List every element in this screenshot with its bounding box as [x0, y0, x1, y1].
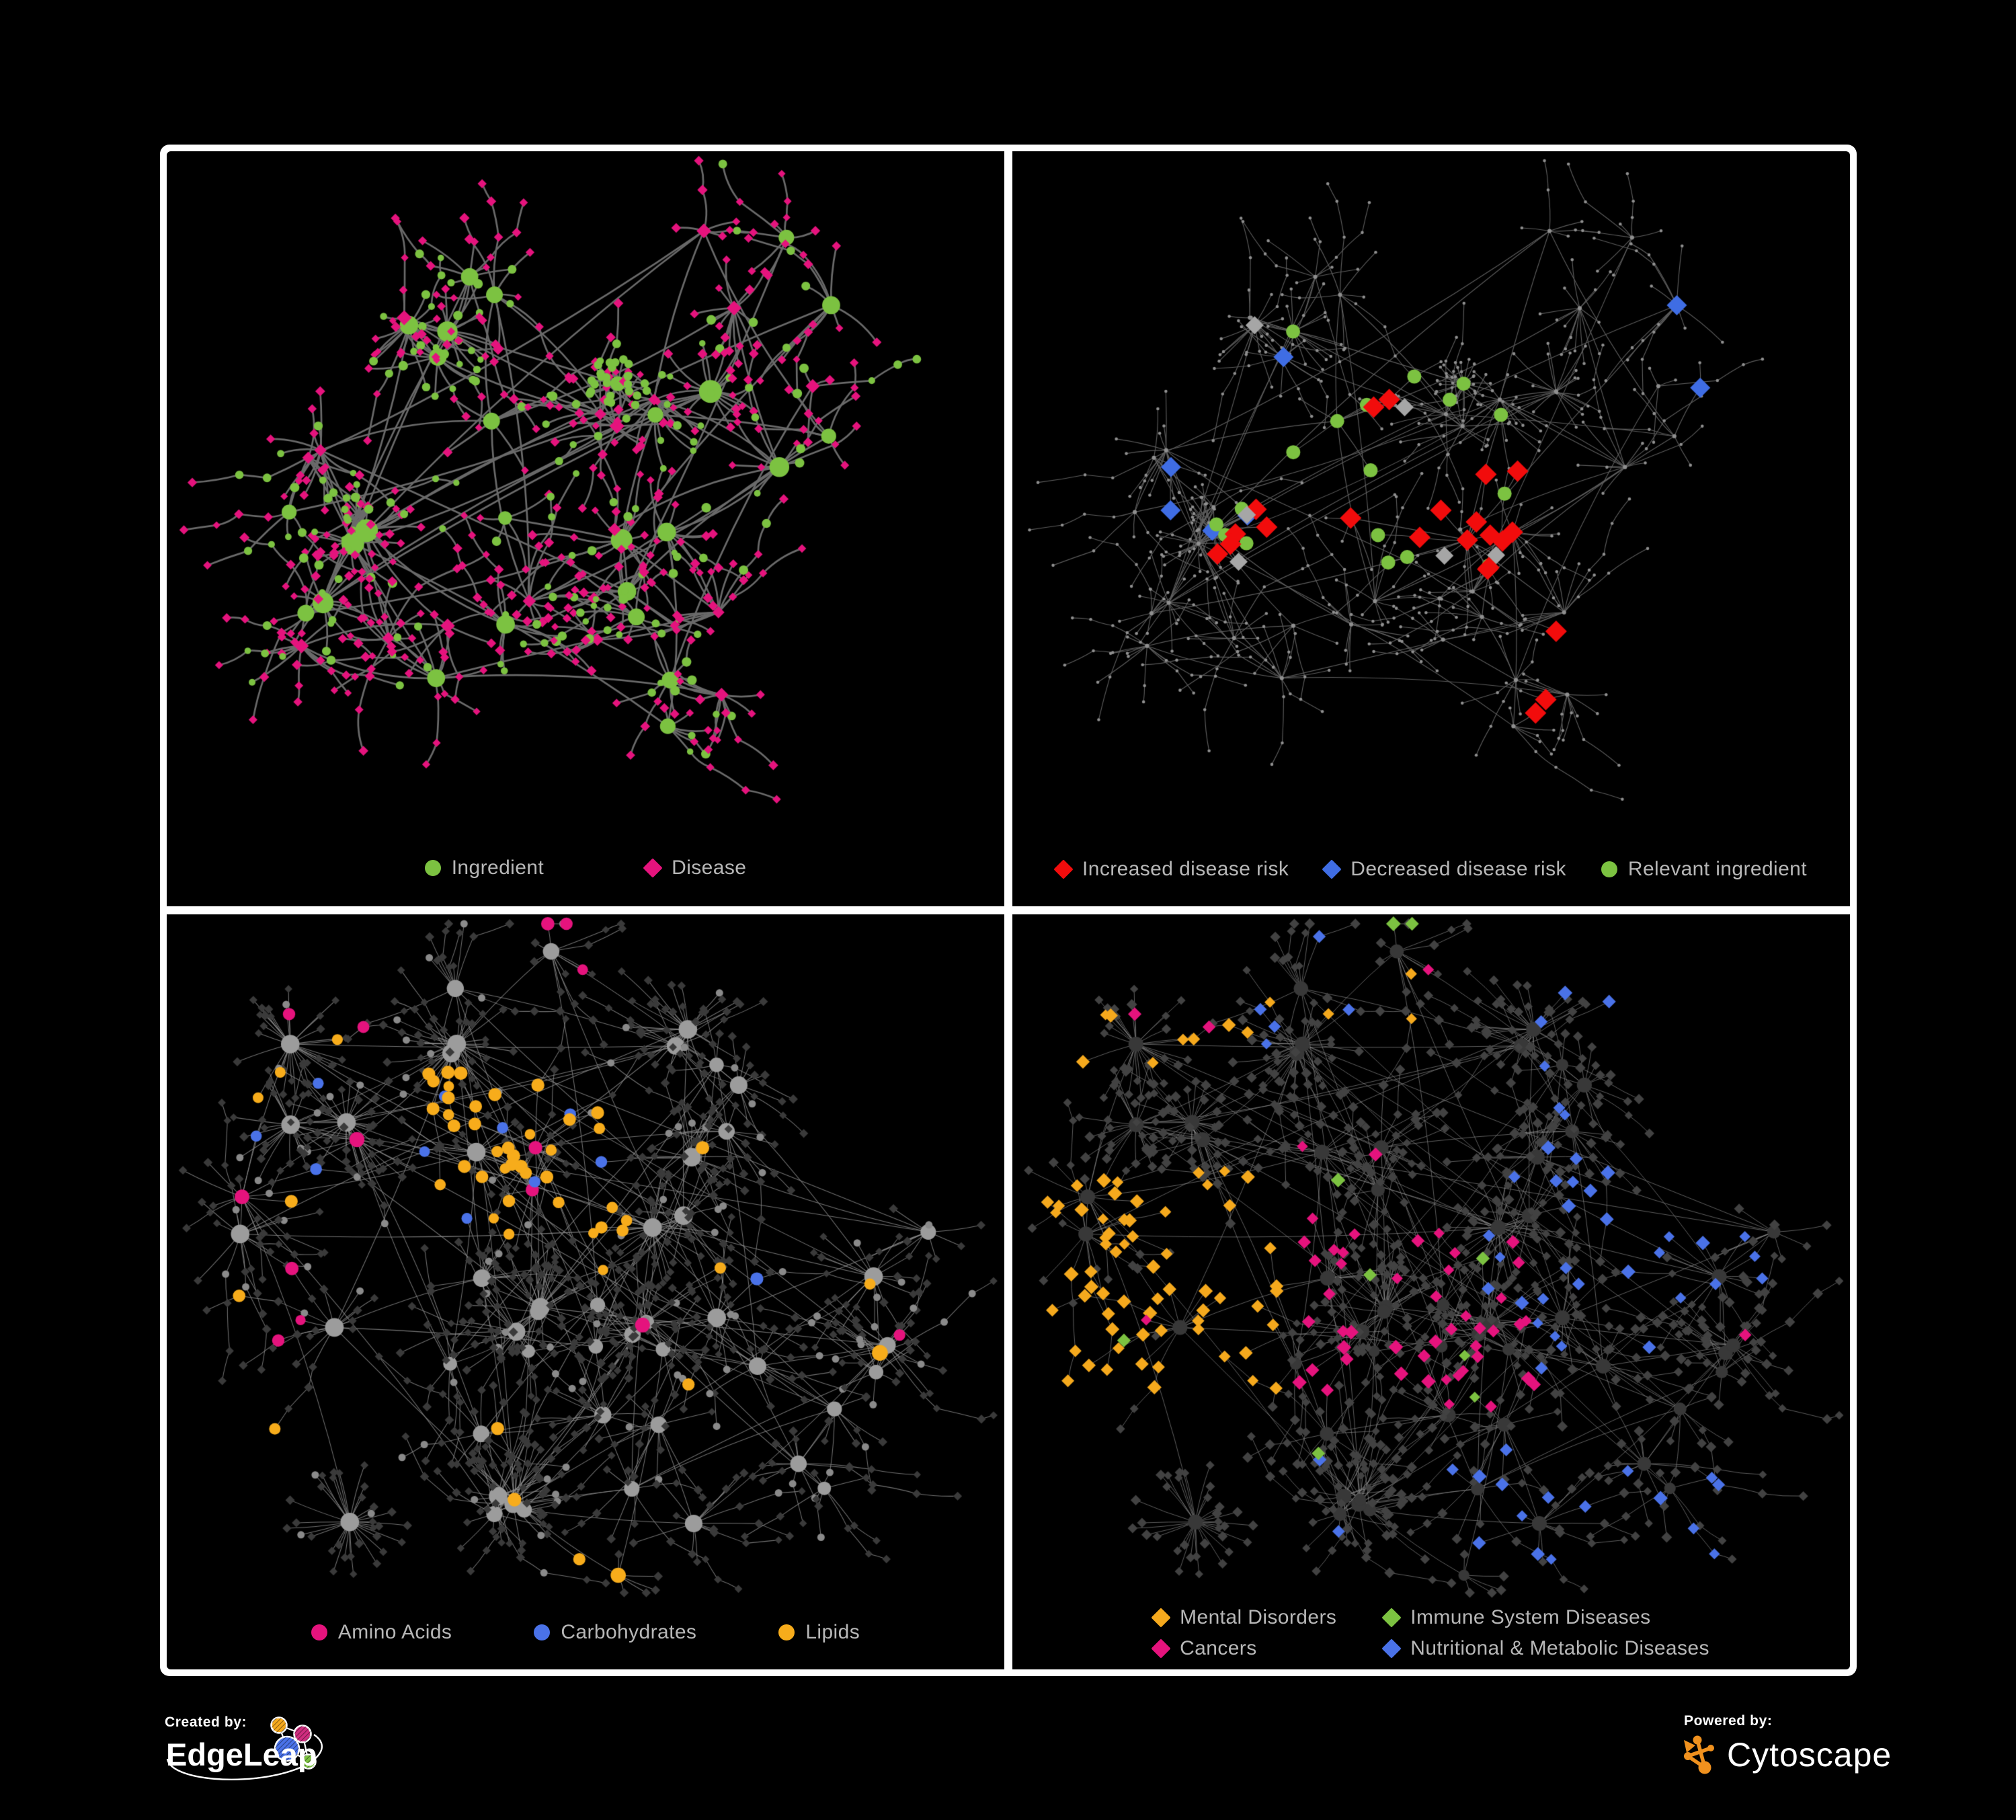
- relevant-ingredient-swatch-icon: [1601, 861, 1617, 877]
- legend-item-immune-diseases: Immune System Diseases: [1381, 1606, 1709, 1628]
- network-ingredient-disease: [167, 151, 1004, 906]
- legend-disease-risk: Increased disease risk Decreased disease…: [1012, 859, 1850, 879]
- legend-disease-classes: Mental Disorders Immune System Diseases …: [1012, 1608, 1850, 1659]
- legend-label-ingredient: Ingredient: [451, 857, 545, 879]
- cancers-swatch-icon: [1151, 1638, 1171, 1659]
- legend-label-lipids: Lipids: [805, 1621, 860, 1643]
- panel-ingredient-disease: Ingredient Disease: [167, 151, 1004, 906]
- amino-acids-swatch-icon: [311, 1624, 327, 1640]
- legend-item-cancers: Cancers: [1151, 1637, 1336, 1659]
- legend-label-amino-acids: Amino Acids: [337, 1621, 452, 1643]
- network-disease-risk: [1012, 151, 1850, 906]
- legend-item-carbohydrates: Carbohydrates: [534, 1622, 696, 1643]
- cytoscape-name: Cytoscape: [1727, 1736, 1892, 1774]
- legend-label-increased-risk: Increased disease risk: [1082, 858, 1289, 880]
- cytoscape-logo-icon: [1684, 1735, 1714, 1774]
- network-nutrient-classes: [167, 914, 1004, 1669]
- figure-grid: Ingredient Disease Increased disease ris…: [160, 145, 1857, 1676]
- ingredient-swatch-icon: [424, 860, 441, 876]
- legend-item-ingredient: Ingredient: [424, 857, 545, 879]
- nutritional-metabolic-swatch-icon: [1381, 1638, 1402, 1659]
- legend-label-decreased-risk: Decreased disease risk: [1350, 858, 1566, 880]
- legend-nutrient-classes: Amino Acids Carbohydrates Lipids: [167, 1622, 1004, 1643]
- legend-item-decreased-risk: Decreased disease risk: [1322, 858, 1566, 880]
- created-by-label: Created by:: [165, 1714, 247, 1730]
- legend-label-mental-disorders: Mental Disorders: [1180, 1606, 1337, 1628]
- legend-label-nutritional-metabolic: Nutritional & Metabolic Diseases: [1410, 1637, 1709, 1659]
- increased-risk-swatch-icon: [1053, 859, 1074, 879]
- legend-label-cancers: Cancers: [1180, 1637, 1257, 1659]
- network-disease-classes: [1012, 914, 1850, 1669]
- panel-nutrient-classes: Amino Acids Carbohydrates Lipids: [167, 914, 1004, 1669]
- legend-item-lipids: Lipids: [778, 1622, 860, 1643]
- immune-diseases-swatch-icon: [1381, 1608, 1402, 1628]
- powered-by-block: Powered by: Cytoscape: [1684, 1713, 1899, 1780]
- decreased-risk-swatch-icon: [1322, 859, 1342, 879]
- edgeleap-name: EdgeLeap: [166, 1737, 317, 1772]
- powered-by-label: Powered by:: [1684, 1713, 1773, 1729]
- legend-item-disease: Disease: [643, 857, 747, 879]
- legend-label-disease: Disease: [672, 857, 747, 879]
- panel-disease-classes: Mental Disorders Immune System Diseases …: [1012, 914, 1850, 1669]
- mental-disorders-swatch-icon: [1151, 1608, 1171, 1628]
- cytoscape-logo-row: Cytoscape: [1684, 1735, 1899, 1775]
- edgeleap-logo-icon: EdgeLeap: [166, 1716, 323, 1781]
- legend-item-mental-disorders: Mental Disorders: [1151, 1606, 1337, 1628]
- carbohydrates-swatch-icon: [534, 1624, 551, 1640]
- legend-item-amino-acids: Amino Acids: [311, 1622, 452, 1643]
- created-by-block: Created by:: [165, 1714, 366, 1795]
- legend-label-relevant-ingredient: Relevant ingredient: [1627, 858, 1807, 880]
- panel-disease-risk: Increased disease risk Decreased disease…: [1012, 151, 1850, 906]
- disease-swatch-icon: [643, 858, 663, 878]
- legend-item-increased-risk: Increased disease risk: [1053, 858, 1289, 880]
- legend-label-immune-diseases: Immune System Diseases: [1410, 1606, 1651, 1628]
- legend-label-carbohydrates: Carbohydrates: [561, 1621, 697, 1643]
- lipids-swatch-icon: [778, 1624, 795, 1640]
- legend-item-relevant-ingredient: Relevant ingredient: [1601, 859, 1807, 879]
- legend-ingredient-disease: Ingredient Disease: [167, 858, 1004, 878]
- legend-item-nutritional-metabolic: Nutritional & Metabolic Diseases: [1381, 1637, 1709, 1659]
